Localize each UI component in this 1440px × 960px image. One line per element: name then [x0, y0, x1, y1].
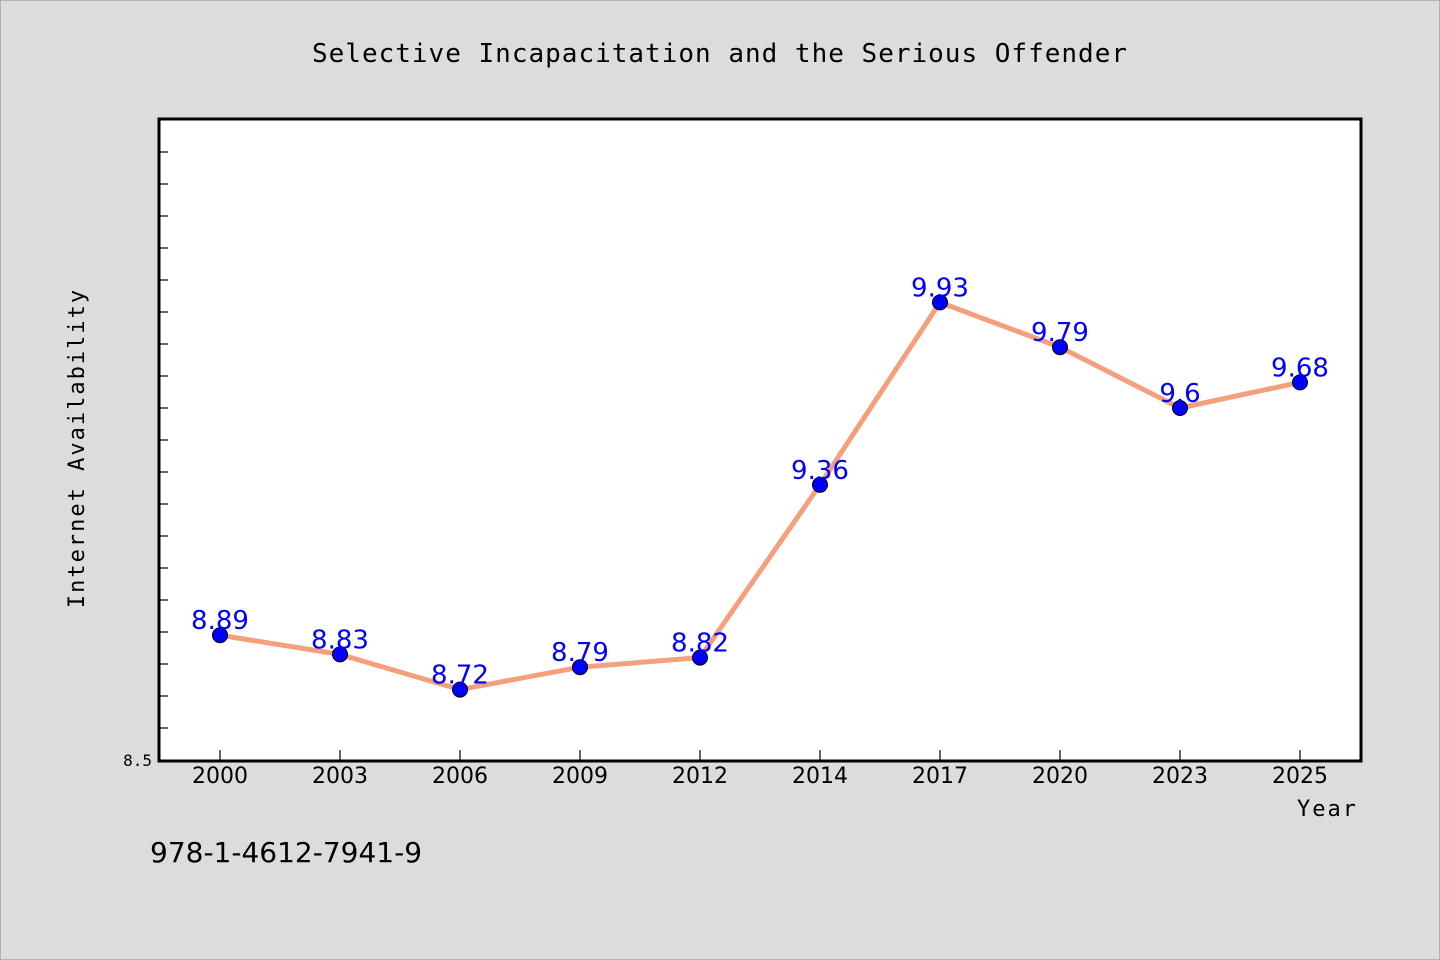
y-axis-ticks	[160, 151, 168, 729]
x-axis-ticks	[219, 750, 1301, 760]
data-label: 9.79	[1031, 318, 1089, 348]
x-tick-label: 2023	[1152, 764, 1208, 789]
data-point	[1172, 400, 1188, 416]
data-point	[452, 681, 468, 698]
data-label: 8.83	[311, 625, 369, 655]
data-label: 9.93	[911, 273, 969, 303]
data-point	[932, 294, 948, 311]
x-axis-tick-labels: 2000 2003 2006 2009 2012 2014 2017 2020 2023 2025	[192, 764, 1328, 789]
data-point	[1292, 374, 1308, 391]
data-label: 9.36	[791, 456, 849, 486]
x-tick-label: 2017	[912, 764, 968, 789]
x-tick-label: 2003	[312, 764, 368, 789]
series-line	[219, 299, 1301, 693]
x-tick-label: 2025	[1272, 764, 1328, 789]
data-point	[1052, 339, 1068, 356]
data-point	[812, 476, 828, 493]
y-axis-label: Internet Availability	[65, 288, 90, 608]
data-label: 8.89	[191, 606, 249, 636]
x-axis-label: Year	[1297, 797, 1358, 822]
y-tick-label-min: 8.5	[123, 751, 152, 770]
data-label: 8.79	[551, 638, 609, 668]
data-point	[572, 659, 588, 676]
data-label: 8.72	[431, 661, 489, 691]
series-markers	[212, 294, 1308, 698]
data-labels: 8.89 8.83 8.72 8.79 8.82 9.36 9.93 9.79 9.6 9.68	[191, 273, 1329, 690]
data-label: 9.68	[1271, 353, 1329, 383]
x-tick-label: 2009	[552, 764, 608, 789]
x-tick-label: 2012	[672, 764, 728, 789]
x-tick-label: 2000	[192, 764, 248, 789]
x-tick-label: 2014	[792, 764, 848, 789]
data-point	[692, 649, 708, 666]
isbn-text: 978-1-4612-7941-9	[150, 836, 422, 869]
chart-title: Selective Incapacitation and the Serious…	[312, 39, 1128, 69]
data-label: 8.82	[671, 629, 729, 659]
data-point	[332, 646, 348, 663]
x-tick-label: 2006	[432, 764, 488, 789]
data-label: 9.6	[1159, 379, 1200, 409]
x-tick-label: 2020	[1032, 764, 1088, 789]
data-point	[212, 627, 228, 644]
plot-area	[157, 117, 1363, 763]
